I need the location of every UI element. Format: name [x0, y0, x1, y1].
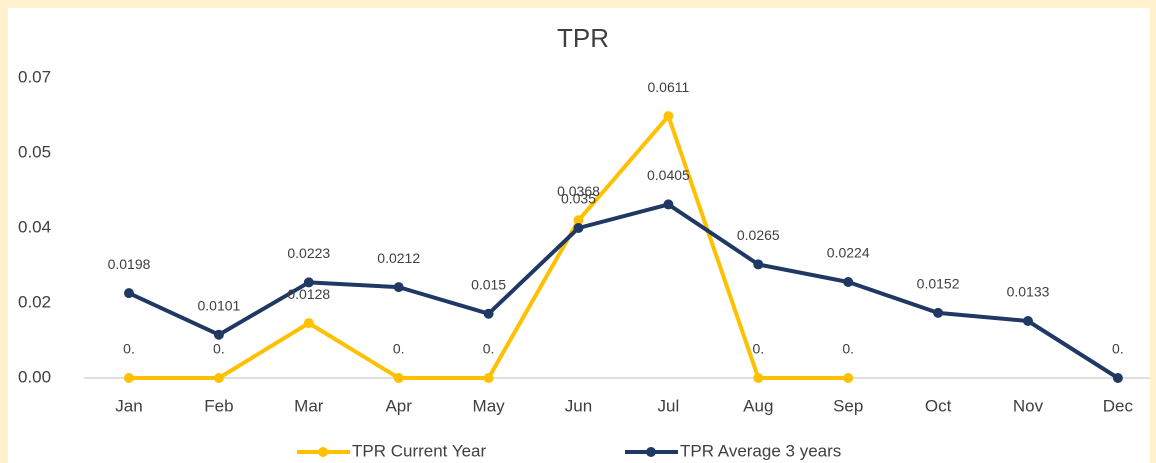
- x-tick-label: Aug: [743, 396, 773, 415]
- data-label: 0.: [123, 341, 135, 357]
- y-tick-label: 0.04: [18, 217, 51, 236]
- series-marker: [753, 259, 764, 270]
- series-marker: [1023, 316, 1033, 326]
- x-tick-label: Sep: [833, 396, 863, 415]
- series-marker: [393, 282, 404, 293]
- data-label: 0.: [752, 341, 764, 357]
- series-marker: [303, 318, 314, 329]
- series-marker: [663, 199, 674, 210]
- y-tick-label: 0.02: [18, 292, 51, 311]
- x-tick-label: Nov: [1013, 396, 1044, 415]
- x-tick-label: Mar: [294, 396, 324, 415]
- series-marker: [213, 329, 224, 340]
- series-marker: [1112, 373, 1123, 383]
- legend-label: TPR Current Year: [352, 441, 487, 460]
- x-tick-label: Dec: [1103, 396, 1134, 415]
- data-label: 0.0212: [377, 250, 420, 266]
- data-label: 0.: [213, 341, 225, 357]
- x-tick-label: May: [473, 396, 506, 415]
- data-label: 0.0405: [647, 167, 690, 183]
- legend-label: TPR Average 3 years: [680, 441, 841, 460]
- data-label: 0.0265: [737, 227, 780, 243]
- data-label: 0.035: [561, 191, 596, 207]
- data-label: 0.0101: [197, 297, 240, 313]
- data-label: 0.: [393, 341, 405, 357]
- data-label: 0.0128: [287, 286, 330, 302]
- series-marker: [843, 373, 854, 383]
- series-marker: [933, 307, 944, 318]
- data-label: 0.0133: [1007, 284, 1050, 300]
- series-marker: [753, 373, 764, 383]
- series-marker: [843, 277, 854, 287]
- y-tick-label: 0.00: [18, 367, 51, 386]
- data-label: 0.: [1112, 341, 1124, 357]
- data-label: 0.: [842, 341, 854, 357]
- series-marker: [663, 111, 674, 122]
- y-tick-label: 0.07: [18, 67, 51, 86]
- y-tick-label: 0.05: [18, 142, 51, 161]
- x-tick-label: Apr: [385, 396, 412, 415]
- data-label: 0.0368: [557, 183, 600, 199]
- x-tick-label: Jun: [565, 396, 592, 415]
- series-marker: [213, 373, 224, 383]
- series-marker: [303, 277, 314, 288]
- x-tick-label: Feb: [204, 396, 233, 415]
- x-tick-label: Jul: [658, 396, 680, 415]
- data-label: 0.0611: [648, 79, 690, 95]
- legend-marker: [646, 447, 656, 457]
- series-marker: [483, 308, 494, 319]
- x-tick-label: Oct: [925, 396, 952, 415]
- data-label: 0.015: [471, 276, 506, 292]
- data-label: 0.0223: [287, 245, 330, 261]
- series-marker: [124, 288, 134, 299]
- x-tick-label: Jan: [115, 396, 142, 415]
- series-marker: [393, 373, 404, 383]
- data-label: 0.0198: [108, 256, 151, 272]
- series-marker: [124, 373, 134, 383]
- series-marker: [483, 373, 494, 383]
- data-label: 0.: [483, 341, 495, 357]
- series-marker: [573, 215, 584, 226]
- series-line: [128, 202, 1119, 380]
- chart-title: TPR: [557, 23, 609, 53]
- legend-marker: [318, 447, 328, 457]
- data-label: 0.0224: [827, 245, 870, 261]
- chart-area: [8, 8, 1150, 463]
- data-label: 0.0152: [917, 276, 960, 292]
- series-marker: [573, 223, 584, 233]
